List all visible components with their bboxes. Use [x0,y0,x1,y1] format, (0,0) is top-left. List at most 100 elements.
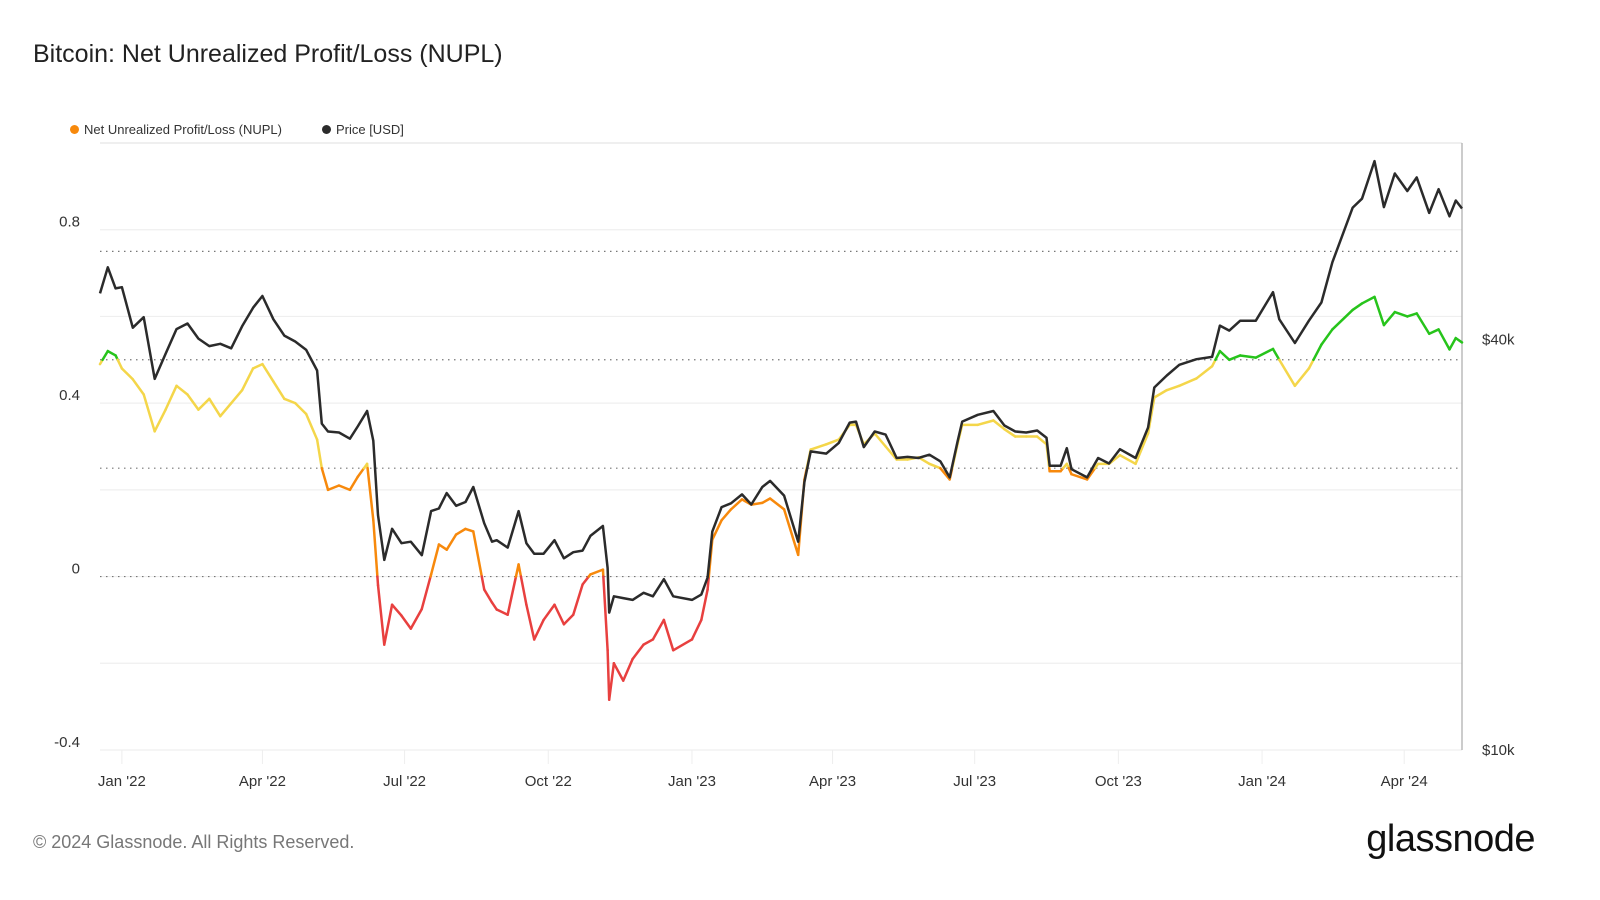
nupl-line-segment [1307,358,1315,370]
nupl-line-segment [607,662,616,701]
nupl-line-segment [606,649,611,701]
y-right-tick-label: $10k [1482,742,1515,759]
nupl-line-segment [1393,310,1409,318]
x-tick-label: Oct '22 [525,773,572,790]
nupl-line-segment [1382,310,1397,327]
nupl-line-segment [1312,343,1323,362]
nupl-line-segment [315,438,324,470]
nupl-line-segment [1134,432,1150,466]
price-line [98,159,1463,614]
nupl-line-segment [1228,354,1242,362]
nupl-line-segment [553,603,566,626]
nupl-line-segment [1238,354,1258,359]
nupl-line-segment [662,618,675,652]
nupl-line-segment [1448,336,1458,351]
nupl-line-segment [1035,435,1048,446]
y-left-tick-label: 0 [72,561,80,578]
chart-legend: Net Unrealized Profit/Loss (NUPL) Price … [70,122,404,137]
nupl-line-segment [454,527,467,536]
nupl-line-segment [581,575,590,586]
y-left-tick-label: 0.8 [59,214,80,231]
y-left-tick-label: -0.4 [54,734,80,751]
nupl-line-segment [383,603,394,646]
legend-item-nupl[interactable]: Net Unrealized Profit/Loss (NUPL) [70,122,282,137]
nupl-line-segment [642,638,655,646]
nupl-line-segment [120,367,135,381]
x-tick-label: Apr '24 [1381,773,1428,790]
nupl-line-segment [372,518,379,578]
nupl-line-segment [186,393,200,411]
copyright-footer: © 2024 Glassnode. All Rights Reserved. [33,832,355,852]
nupl-line-segment [928,462,942,470]
nupl-line-segment [429,543,441,576]
nupl-line-segment [711,518,723,541]
x-tick-label: Oct '23 [1095,773,1142,790]
nupl-line-segment [164,384,178,411]
page-title: Bitcoin: Net Unrealized Profit/Loss (NUP… [33,40,503,68]
nupl-line-segment [1454,336,1464,344]
legend-label-nupl: Net Unrealized Profit/Loss (NUPL) [84,122,282,137]
nupl-line-segment [621,657,634,682]
nupl-line-segment [992,419,1006,431]
nupl-line-segment [472,530,484,578]
nupl-line-segment [326,484,341,492]
nupl-line-segment [1218,349,1231,362]
nupl-line-segment [1153,388,1169,399]
legend-item-price[interactable]: Price [USD] [321,122,404,137]
nupl-line-segment [437,543,448,551]
nupl-line-segment [251,362,264,370]
nupl-line-segment [602,575,609,652]
nupl-line-segment [495,608,509,616]
nupl-line-segment [240,367,255,392]
nupl-line-segment [219,401,233,418]
nupl-line-segment [873,432,887,448]
nupl-line-segment [175,384,189,396]
nupl-line-segment [116,358,124,370]
nupl-line-segment [825,438,841,446]
nupl-line-segment [729,498,744,511]
nupl-line-segment [884,445,898,461]
nupl-line-segment [390,603,403,617]
nupl-line-segment [651,618,666,641]
nupl-line-segment [376,583,386,646]
nupl-line-segment [482,588,494,604]
nupl-line-segment [1320,328,1334,346]
nupl-line-segment [1331,308,1354,331]
nupl-line-segment [519,575,528,607]
nupl-line-segment [1085,466,1097,481]
nupl-line-segment [631,643,645,661]
nupl-line-segment [348,475,359,492]
nupl-line-segment [337,484,352,492]
nupl-line-segment [1293,367,1311,388]
nupl-line-segment [542,603,556,622]
nupl-line-segment [400,614,413,630]
nupl-line-segment [1278,358,1297,388]
x-tick-label: Jul '23 [953,773,996,790]
nupl-line-segment [700,588,709,622]
nupl-line-segment [1195,365,1214,380]
nupl-line-segment [1406,312,1418,318]
nupl-line-segment [1214,349,1222,362]
nupl-line-segment [142,393,156,433]
x-tick-label: Jan '23 [668,773,716,790]
legend-label-price: Price [USD] [335,122,404,137]
nupl-line-segment [1360,295,1376,305]
nupl-line-segment [532,618,545,641]
nupl-line-segment [809,443,828,451]
nupl-line-segment [671,638,694,652]
nupl-line-segment [1003,427,1017,438]
nupl-line-segment [153,408,167,433]
nupl-line-segment [562,613,575,626]
nupl-line-segment [261,362,275,383]
nupl-line-segment [750,501,764,506]
nupl-line-segment [409,607,424,630]
nupl-line-segment [101,349,110,362]
nupl-line-segment [506,575,518,616]
nupl-line-segment [1427,328,1440,336]
legend-dot-nupl [70,125,79,134]
nupl-line-segment [782,508,800,557]
nupl-line-segment [525,603,536,641]
nupl-line-segment [1070,472,1089,481]
nupl-line-segment [304,412,319,441]
nupl-line-segment [572,583,584,616]
